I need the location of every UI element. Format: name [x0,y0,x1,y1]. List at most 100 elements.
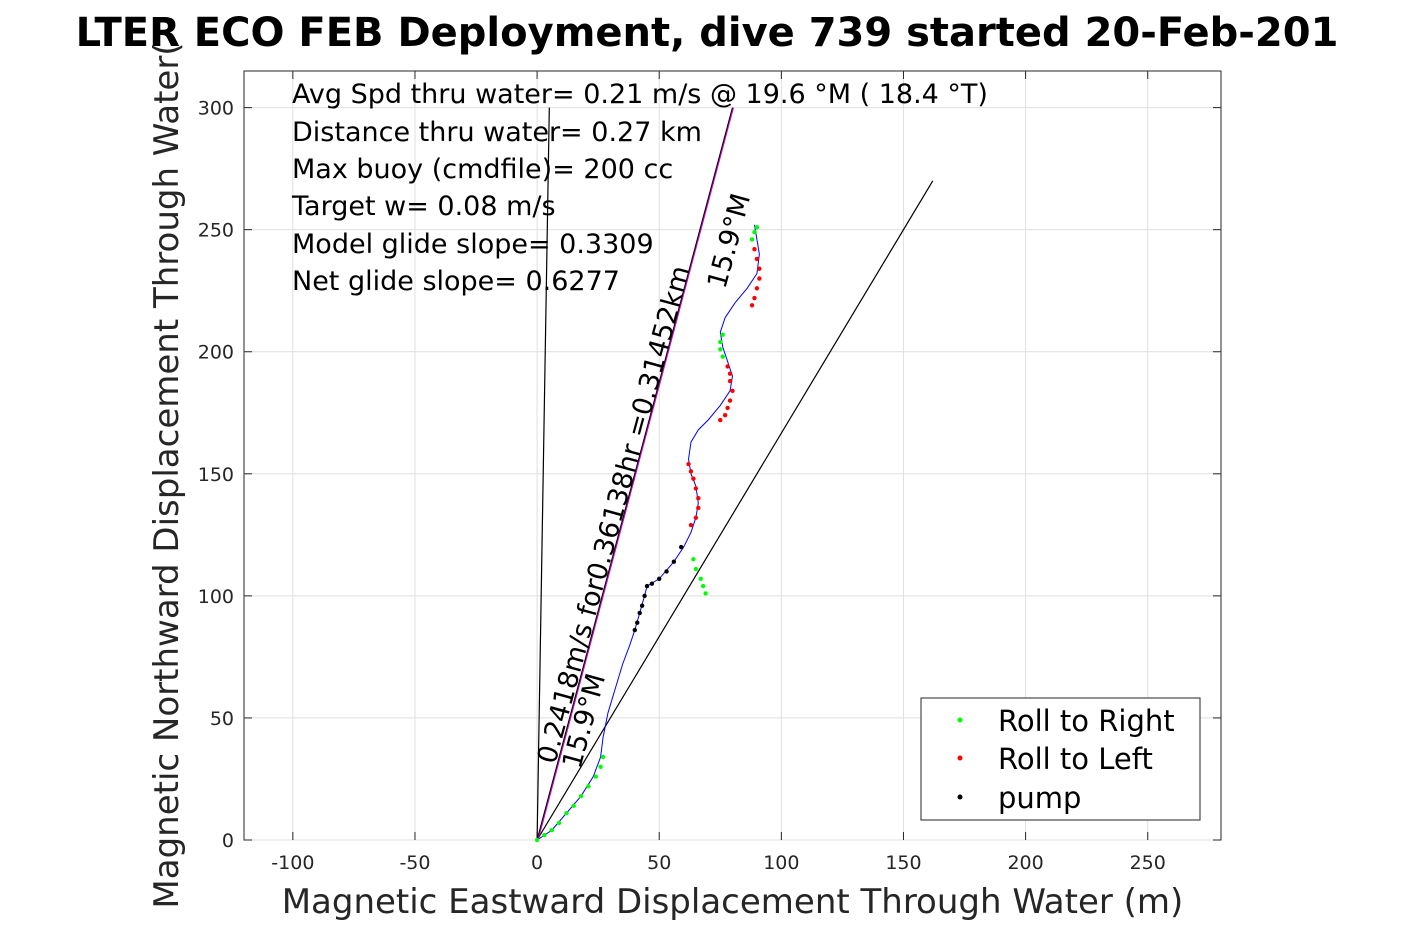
point-series-2 [642,593,647,599]
y-tick-label: 200 [198,342,234,364]
point-series-1 [688,522,694,528]
point-series-0 [700,583,706,589]
y-tick-label: 0 [222,830,234,852]
point-series-1 [725,364,730,369]
y-tick-label: 250 [198,220,234,242]
point-series-0 [691,557,696,562]
legend: Roll to Right Roll to Left pump [920,697,1201,821]
point-series-2 [639,603,645,608]
point-series-2 [679,544,684,550]
point-series-1 [693,486,699,491]
guide-lines [536,107,934,841]
point-series-0 [703,591,708,596]
point-series-0 [698,576,703,581]
point-series-1 [749,303,755,308]
point-series-2 [644,583,650,589]
point-series-2 [671,559,677,564]
point-series-0 [600,754,606,760]
annotation-net-glide-slope: Net glide slope= 0.6277 [292,266,620,297]
point-series-1 [722,413,728,418]
point-series-1 [693,515,699,520]
annotations: Avg Spd thru water= 0.21 m/s @ 19.6 °M (… [291,79,988,297]
point-series-1 [757,266,762,271]
point-series-0 [534,837,540,843]
x-axis-label: Magnetic Eastward Displacement Through W… [282,882,1184,922]
legend-marker-roll-left [957,755,963,761]
point-series-1 [718,417,723,423]
x-tick-label: 0 [531,852,543,874]
point-series-0 [586,784,591,789]
point-series-0 [556,820,562,826]
point-series-0 [542,832,547,838]
legend-marker-pump [957,794,963,800]
x-tick-label: 200 [1007,852,1043,874]
point-series-2 [637,610,642,616]
annotation-target-w: Target w= 0.08 m/s [291,191,556,222]
point-series-0 [549,828,554,833]
point-series-0 [752,229,757,235]
x-tick-label: 100 [763,852,799,874]
point-series-1 [727,398,733,403]
legend-box [920,697,1201,821]
point-series-1 [696,496,701,501]
point-series-2 [632,627,637,633]
x-tick-label: 150 [885,852,921,874]
point-series-0 [598,764,603,769]
guide-line [536,180,934,841]
point-series-0 [720,332,725,337]
guide-line [536,107,550,841]
trajectory-line [536,224,760,841]
point-series-1 [696,505,701,511]
point-series-1 [757,276,762,281]
point-series-1 [752,295,757,301]
data-points [534,225,762,843]
y-axis-label: Magnetic Northward Displacement Through … [147,42,187,908]
point-series-1 [688,469,694,474]
point-series-1 [754,286,760,291]
point-series-2 [649,581,655,586]
y-tick-label: 150 [198,464,234,486]
guide-line-overlay [537,107,734,841]
annotation-avg-speed: Avg Spd thru water= 0.21 m/s @ 19.6 °M (… [292,79,988,110]
point-series-1 [752,247,757,252]
point-series-0 [718,339,723,345]
legend-label-pump: pump [998,781,1081,815]
point-series-1 [691,476,696,481]
point-series-2 [635,620,640,625]
point-series-1 [725,405,730,411]
legend-marker-roll-right [957,717,963,723]
point-series-0 [754,225,760,230]
axis-ticks: -100 -50 0 50 100 150 200 250 0 50 100 150 200 250 300 [198,71,1221,874]
trajectory [536,224,760,841]
legend-label-roll-left: Roll to Left [998,742,1153,776]
guide-line [536,107,734,841]
x-tick-label: -50 [399,852,430,874]
y-tick-label: 50 [210,708,234,730]
point-series-1 [730,388,735,394]
point-series-0 [578,793,584,799]
legend-label-roll-right: Roll to Right [998,704,1175,738]
point-series-0 [593,774,598,779]
point-series-2 [657,576,662,581]
point-series-1 [686,461,691,467]
point-series-0 [718,347,723,352]
point-series-1 [754,256,760,262]
annotation-max-buoy: Max buoy (cmdfile)= 200 cc [292,154,673,185]
x-tick-label: -100 [271,852,314,874]
point-series-1 [727,371,733,376]
annotation-model-glide-slope: Model glide slope= 0.3309 [292,229,654,260]
y-tick-label: 100 [198,586,234,608]
point-series-1 [727,378,733,384]
annotation-distance: Distance thru water= 0.27 km [292,117,702,148]
point-series-2 [664,569,669,574]
point-series-0 [693,566,699,572]
point-series-0 [749,237,755,242]
point-series-0 [571,803,576,809]
x-tick-label: 50 [647,852,671,874]
y-tick-label: 300 [198,98,234,120]
point-series-0 [720,354,725,359]
x-tick-label: 250 [1130,852,1166,874]
chart-title: LTER ECO FEB Deployment, dive 739 starte… [76,10,1339,56]
point-series-0 [564,810,569,816]
